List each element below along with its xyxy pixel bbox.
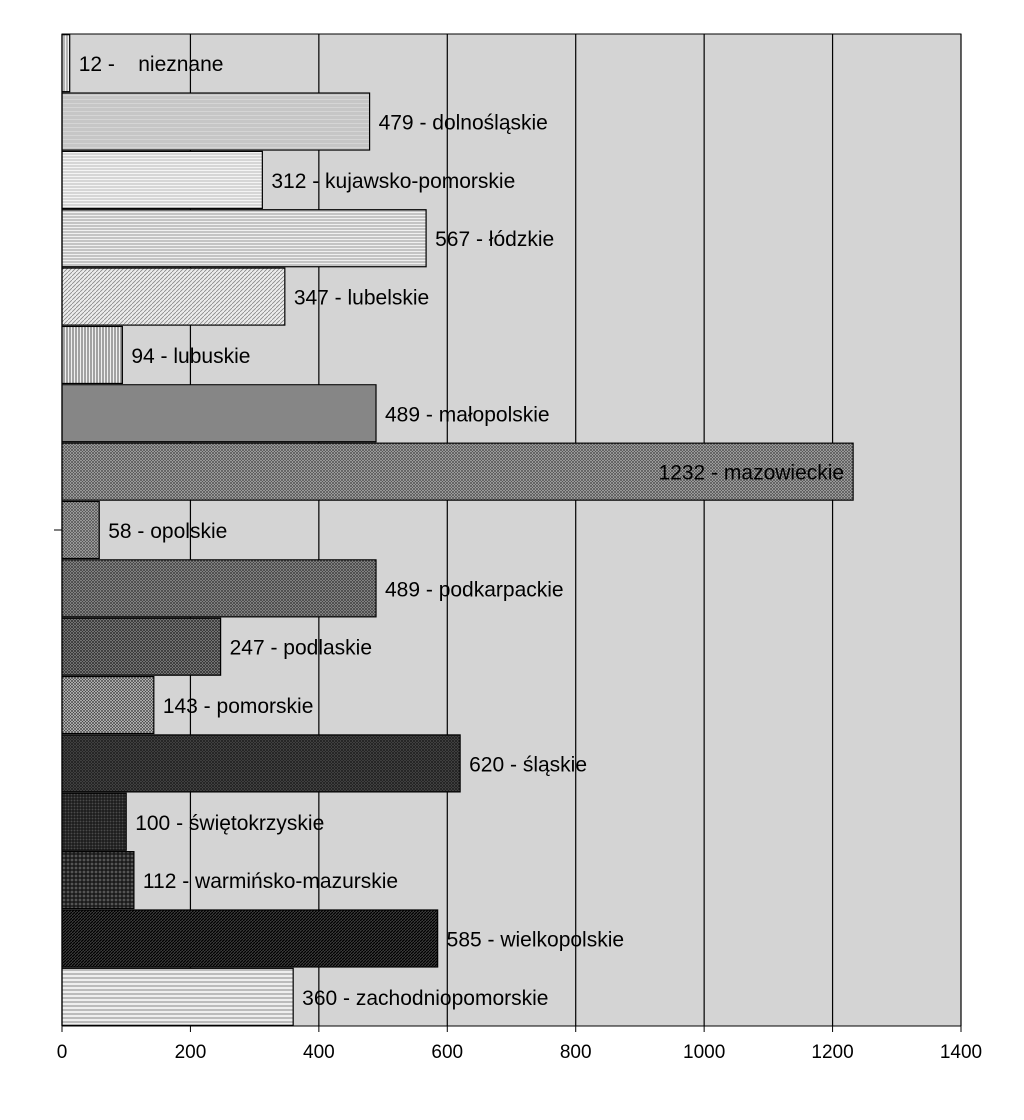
bar-15 — [61, 851, 135, 910]
bar-label: 620 - śląskie — [469, 753, 587, 776]
bar-label: 312 - kujawsko-pomorskie — [271, 170, 515, 193]
bar-11 — [61, 617, 222, 676]
bar-13 — [61, 734, 461, 793]
x-tick-label: 600 — [431, 1042, 463, 1063]
bar-label: 360 - zachodniopomorskie — [302, 987, 548, 1010]
bars — [61, 34, 854, 1026]
bar-9 — [61, 500, 100, 560]
bar-5 — [61, 267, 286, 326]
x-tick-label: 200 — [175, 1042, 207, 1063]
bar-2 — [61, 92, 371, 151]
bar-14 — [61, 792, 127, 851]
bar-12 — [61, 675, 155, 735]
x-tick-label: 1000 — [683, 1042, 725, 1063]
bar-label: 585 - wielkopolskie — [447, 928, 624, 951]
bar-label: 567 - łódzkie — [435, 228, 554, 251]
bar-4 — [61, 209, 427, 268]
bar-label: 94 - lubuskie — [131, 345, 250, 368]
x-tick-label: 1400 — [940, 1042, 982, 1063]
bar-1 — [61, 34, 71, 93]
bar-16 — [61, 909, 439, 968]
bar-label: 489 - podkarpackie — [385, 578, 564, 601]
bar-7 — [61, 384, 377, 443]
bar-label: 12 - nieznane — [79, 53, 224, 76]
x-tick-label: 800 — [560, 1042, 592, 1063]
bar-label: 112 - warmińsko-mazurskie — [143, 870, 398, 893]
bar-label: 58 - opolskie — [108, 520, 227, 543]
bar-label: 347 - lubelskie — [294, 287, 429, 310]
bar-label: 489 - małopolskie — [385, 403, 550, 426]
bar-label: 479 - dolnośląskie — [379, 112, 548, 135]
bar-label: 247 - podlaskie — [230, 637, 372, 660]
bar-10 — [61, 559, 377, 618]
x-tick-label: 1200 — [811, 1042, 853, 1063]
bar-label: 100 - świętokrzyskie — [135, 812, 324, 835]
bar-labels: 12 - nieznane 479 - dolnośląskie 312 - kuj… — [79, 53, 844, 1010]
x-tick-label: 0 — [57, 1042, 68, 1063]
bar-6 — [61, 325, 123, 385]
bar-3 — [61, 150, 263, 209]
bar-label: 143 - pomorskie — [163, 695, 314, 718]
bar-17 — [61, 967, 294, 1026]
x-tick-label: 400 — [303, 1042, 335, 1063]
bar-label: 1232 - mazowieckie — [659, 462, 845, 485]
x-axis: 0 200 400 600 800 1000 1200 1400 — [54, 34, 982, 1063]
bar-8 — [61, 442, 854, 501]
